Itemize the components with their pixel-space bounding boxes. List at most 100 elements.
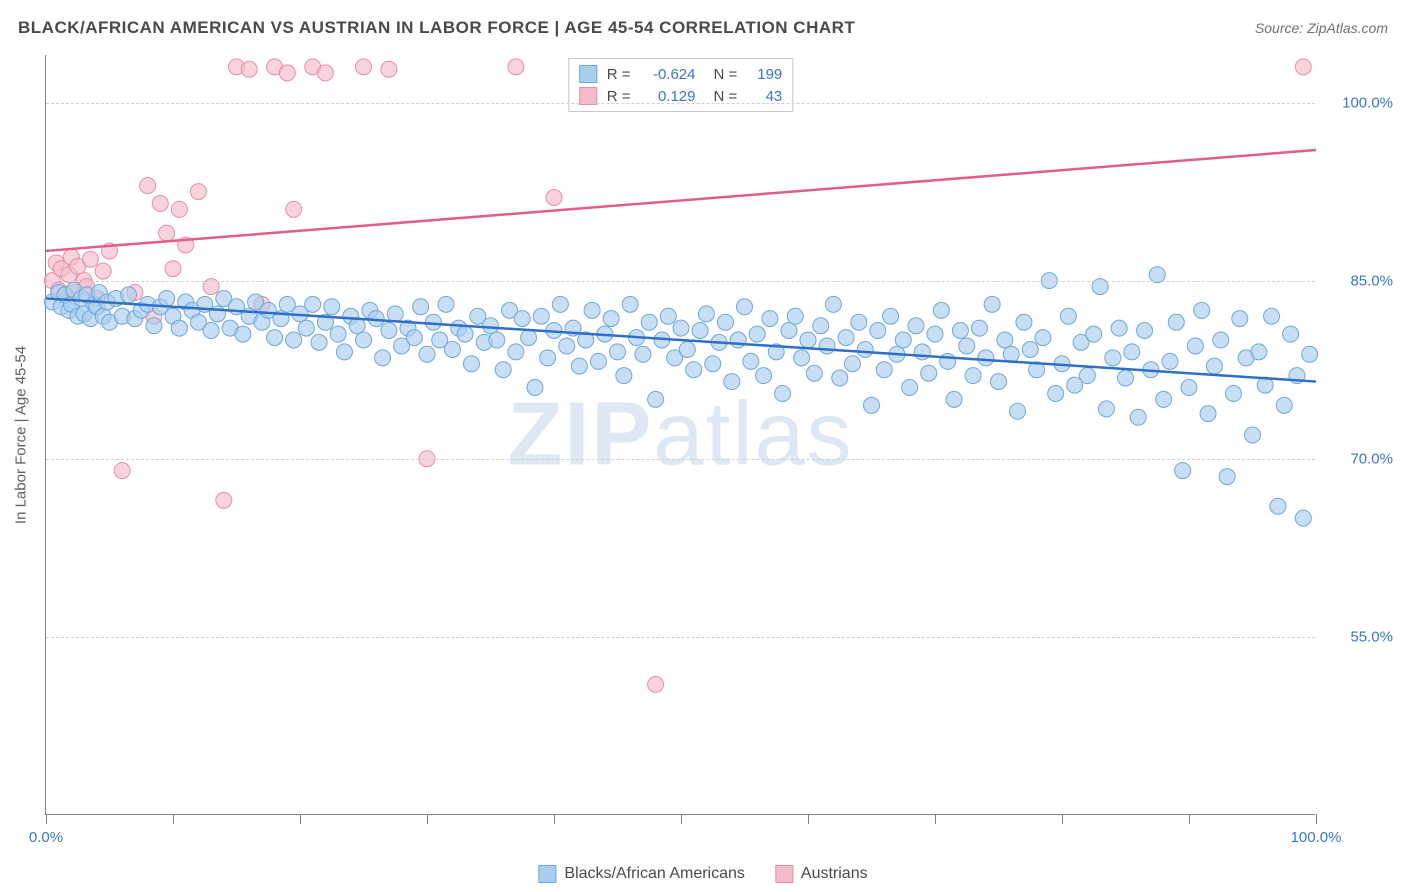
x-tick	[1189, 814, 1190, 824]
data-point	[584, 302, 600, 318]
data-point	[1302, 346, 1318, 362]
data-point	[902, 380, 918, 396]
x-tick	[681, 814, 682, 824]
data-point	[984, 296, 1000, 312]
data-point	[965, 368, 981, 384]
data-point	[648, 676, 664, 692]
data-point	[336, 344, 352, 360]
data-point	[787, 308, 803, 324]
data-point	[648, 391, 664, 407]
data-point	[946, 391, 962, 407]
data-point	[121, 287, 137, 303]
data-point	[800, 332, 816, 348]
data-point	[806, 365, 822, 381]
data-point	[1010, 403, 1026, 419]
gridline	[46, 103, 1315, 104]
source-label: Source: ZipAtlas.com	[1255, 20, 1388, 36]
data-point	[159, 290, 175, 306]
data-point	[1225, 385, 1241, 401]
y-tick-label: 55.0%	[1323, 628, 1393, 645]
data-point	[521, 330, 537, 346]
data-point	[813, 318, 829, 334]
data-point	[1194, 302, 1210, 318]
data-point	[933, 302, 949, 318]
x-tick-label: 0.0%	[29, 829, 63, 846]
data-point	[819, 338, 835, 354]
data-point	[140, 178, 156, 194]
data-point	[267, 330, 283, 346]
data-point	[165, 261, 181, 277]
x-tick	[173, 814, 174, 824]
data-point	[876, 362, 892, 378]
x-tick	[808, 814, 809, 824]
data-point	[1137, 323, 1153, 339]
data-point	[717, 314, 733, 330]
data-point	[1079, 368, 1095, 384]
scatter-svg	[46, 55, 1315, 814]
data-point	[387, 306, 403, 322]
legend-swatch	[775, 865, 793, 883]
data-point	[883, 308, 899, 324]
gridline	[46, 281, 1315, 282]
data-point	[1251, 344, 1267, 360]
legend-item: Blacks/African Americans	[538, 865, 745, 883]
data-point	[914, 344, 930, 360]
data-point	[921, 365, 937, 381]
data-point	[381, 323, 397, 339]
stats-swatch	[579, 65, 597, 83]
data-point	[489, 332, 505, 348]
data-point	[705, 356, 721, 372]
data-point	[1264, 308, 1280, 324]
data-point	[775, 385, 791, 401]
data-point	[971, 320, 987, 336]
trend-line	[46, 150, 1316, 251]
data-point	[457, 326, 473, 342]
data-point	[679, 342, 695, 358]
data-point	[381, 61, 397, 77]
data-point	[1124, 344, 1140, 360]
data-point	[1295, 510, 1311, 526]
data-point	[743, 353, 759, 369]
data-point	[952, 323, 968, 339]
data-point	[203, 323, 219, 339]
data-point	[171, 201, 187, 217]
data-point	[1245, 427, 1261, 443]
data-point	[146, 318, 162, 334]
data-point	[406, 330, 422, 346]
y-axis-label: In Labor Force | Age 45-54	[13, 345, 30, 523]
data-point	[1022, 342, 1038, 358]
data-point	[1270, 498, 1286, 514]
data-point	[762, 311, 778, 327]
data-point	[82, 251, 98, 267]
chart-title: BLACK/AFRICAN AMERICAN VS AUSTRIAN IN LA…	[18, 18, 855, 38]
stat-n-label: N =	[714, 66, 738, 83]
data-point	[1175, 463, 1191, 479]
data-point	[635, 346, 651, 362]
data-point	[317, 65, 333, 81]
data-point	[940, 353, 956, 369]
data-point	[1156, 391, 1172, 407]
data-point	[1105, 350, 1121, 366]
data-point	[438, 296, 454, 312]
x-tick	[1062, 814, 1063, 824]
data-point	[864, 397, 880, 413]
x-tick	[935, 814, 936, 824]
data-point	[794, 350, 810, 366]
data-point	[1213, 332, 1229, 348]
data-point	[851, 314, 867, 330]
stats-box: R =-0.624N =199R =0.129N =43	[568, 58, 794, 112]
data-point	[1295, 59, 1311, 75]
data-point	[216, 492, 232, 508]
data-point	[1162, 353, 1178, 369]
stats-row: R =-0.624N =199	[579, 63, 783, 85]
data-point	[324, 299, 340, 315]
data-point	[908, 318, 924, 334]
data-point	[603, 311, 619, 327]
data-point	[825, 296, 841, 312]
data-point	[737, 299, 753, 315]
data-point	[1118, 370, 1134, 386]
data-point	[686, 362, 702, 378]
data-point	[870, 323, 886, 339]
data-point	[1187, 338, 1203, 354]
x-tick	[427, 814, 428, 824]
